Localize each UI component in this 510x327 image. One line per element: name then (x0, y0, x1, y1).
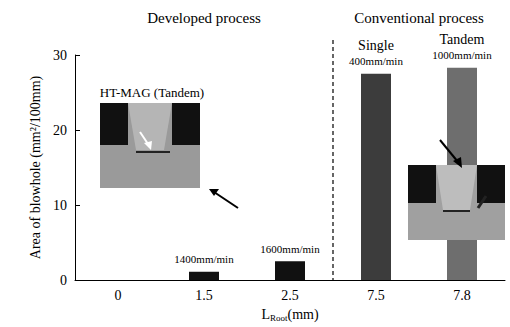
svg-text:1600mm/min: 1600mm/min (260, 243, 320, 255)
svg-text:1.5: 1.5 (195, 288, 213, 303)
svg-text:7.8: 7.8 (453, 288, 471, 303)
svg-text:1400mm/min: 1400mm/min (174, 253, 234, 265)
svg-text:Single: Single (358, 38, 394, 53)
svg-text:0: 0 (60, 273, 67, 288)
svg-text:L: L (261, 307, 270, 322)
svg-text:2.5: 2.5 (281, 288, 299, 303)
svg-text:30: 30 (53, 48, 67, 63)
svg-text:20: 20 (53, 123, 67, 138)
svg-text:Conventional process: Conventional process (354, 10, 484, 26)
svg-text:0: 0 (115, 288, 122, 303)
svg-text:Area of blowhole (mm²/100mm): Area of blowhole (mm²/100mm) (28, 75, 44, 259)
svg-text:1000mm/min: 1000mm/min (432, 49, 492, 61)
svg-text:7.5: 7.5 (367, 288, 385, 303)
svg-text:Tandem: Tandem (440, 32, 485, 47)
svg-text:(mm): (mm) (287, 307, 318, 323)
svg-text:Root: Root (270, 313, 288, 323)
svg-text:Developed process: Developed process (147, 10, 261, 26)
svg-text:10: 10 (53, 198, 67, 213)
svg-text:HT-MAG (Tandem): HT-MAG (Tandem) (100, 85, 204, 100)
svg-text:400mm/min: 400mm/min (349, 55, 403, 67)
